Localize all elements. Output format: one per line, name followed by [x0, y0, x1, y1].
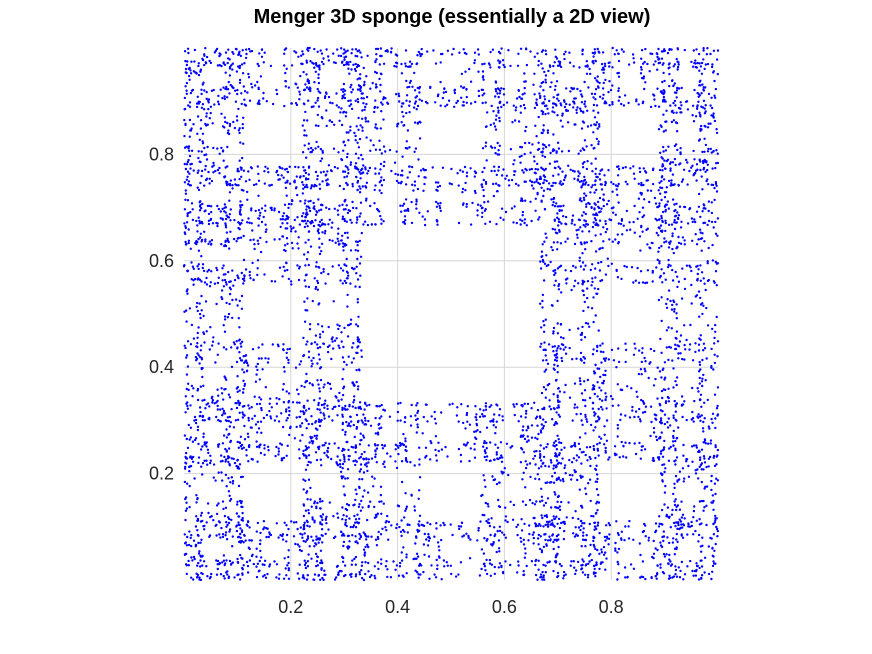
x-tick-label: 0.8 — [599, 597, 624, 617]
y-tick-labels: 0.2 0.4 0.6 0.8 — [149, 144, 174, 483]
y-tick-label: 0.4 — [149, 357, 174, 377]
x-tick-label: 0.2 — [278, 597, 303, 617]
x-tick-labels: 0.2 0.4 0.6 0.8 — [278, 597, 623, 617]
scatter-points — [182, 46, 720, 582]
y-tick-label: 0.8 — [149, 144, 174, 164]
x-tick-label: 0.4 — [385, 597, 410, 617]
grid-lines — [184, 48, 718, 580]
y-tick-label: 0.2 — [149, 464, 174, 484]
y-tick-label: 0.6 — [149, 251, 174, 271]
x-tick-label: 0.6 — [492, 597, 517, 617]
chart-title: Menger 3D sponge (essentially a 2D view) — [254, 6, 651, 28]
scatter-point-cloud — [182, 46, 720, 582]
